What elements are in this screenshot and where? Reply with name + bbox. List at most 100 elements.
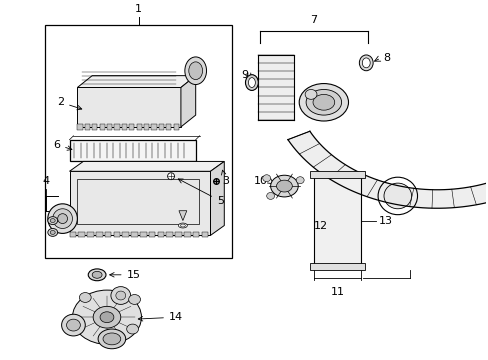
Text: 12: 12 (313, 221, 327, 230)
Ellipse shape (103, 333, 121, 345)
Bar (175, 233, 182, 237)
Text: 8: 8 (382, 53, 389, 63)
Bar (113, 233, 120, 237)
Text: 10: 10 (253, 176, 267, 186)
Bar (104, 233, 111, 237)
Ellipse shape (359, 55, 372, 71)
Polygon shape (69, 171, 210, 235)
Bar (87, 233, 94, 237)
Bar (136, 124, 142, 130)
Ellipse shape (48, 204, 77, 233)
Ellipse shape (61, 314, 85, 336)
Ellipse shape (92, 271, 102, 278)
Polygon shape (77, 87, 181, 127)
Ellipse shape (93, 306, 121, 328)
Ellipse shape (100, 312, 114, 323)
Bar (114, 124, 119, 130)
Bar (100, 124, 104, 130)
Polygon shape (181, 76, 195, 127)
Bar (143, 124, 149, 130)
Text: 11: 11 (330, 287, 344, 297)
Ellipse shape (58, 214, 67, 224)
Bar (107, 124, 112, 130)
Ellipse shape (276, 180, 292, 192)
Ellipse shape (111, 287, 130, 305)
Bar (129, 124, 134, 130)
Text: 3: 3 (221, 170, 228, 186)
Bar (166, 233, 173, 237)
Ellipse shape (180, 224, 185, 227)
Ellipse shape (266, 193, 274, 199)
Ellipse shape (48, 217, 58, 225)
Ellipse shape (296, 177, 304, 184)
Ellipse shape (50, 230, 55, 234)
Bar (69, 233, 76, 237)
Ellipse shape (66, 319, 80, 331)
Polygon shape (77, 76, 195, 87)
Bar (309, 263, 365, 270)
Bar (159, 124, 163, 130)
Ellipse shape (184, 57, 206, 85)
Ellipse shape (312, 94, 334, 110)
Ellipse shape (126, 324, 138, 334)
Ellipse shape (305, 90, 316, 99)
Bar (131, 233, 138, 237)
Ellipse shape (48, 229, 58, 237)
Text: 7: 7 (310, 15, 317, 25)
Polygon shape (210, 161, 224, 235)
Text: 15: 15 (109, 270, 140, 280)
Bar (45, 25, 232, 258)
Ellipse shape (50, 219, 55, 222)
Bar (77, 124, 82, 130)
Ellipse shape (262, 175, 270, 182)
Ellipse shape (188, 62, 202, 80)
Text: 2: 2 (57, 97, 81, 110)
Ellipse shape (383, 183, 411, 209)
Text: 13: 13 (378, 216, 392, 226)
Bar (77, 179, 198, 224)
Bar (96, 233, 102, 237)
Text: 4: 4 (42, 176, 49, 186)
Bar (201, 233, 208, 237)
Ellipse shape (362, 58, 369, 68)
Polygon shape (179, 211, 186, 221)
Text: 1: 1 (135, 4, 142, 14)
Bar (157, 233, 164, 237)
Bar (78, 233, 85, 237)
Bar (183, 233, 190, 237)
Polygon shape (69, 161, 224, 171)
Ellipse shape (88, 269, 106, 281)
Bar (92, 124, 97, 130)
Ellipse shape (245, 75, 258, 90)
Ellipse shape (178, 223, 187, 228)
Ellipse shape (299, 84, 348, 121)
Bar (166, 124, 171, 130)
Polygon shape (287, 82, 488, 208)
Bar (148, 233, 155, 237)
Ellipse shape (248, 78, 255, 87)
Bar (151, 124, 156, 130)
Bar (313, 176, 361, 265)
Text: 5: 5 (178, 179, 224, 206)
Text: 9: 9 (240, 70, 247, 80)
Ellipse shape (79, 293, 91, 302)
Ellipse shape (116, 291, 125, 300)
Ellipse shape (72, 290, 141, 344)
Bar (192, 233, 199, 237)
Bar (122, 233, 129, 237)
Ellipse shape (167, 173, 174, 180)
Ellipse shape (305, 90, 341, 115)
Ellipse shape (98, 329, 125, 349)
Bar (69, 140, 195, 161)
Ellipse shape (270, 175, 298, 197)
Ellipse shape (53, 209, 72, 229)
Bar (173, 124, 178, 130)
Bar (309, 171, 365, 178)
Text: 6: 6 (53, 140, 72, 150)
Ellipse shape (128, 294, 140, 305)
Text: 14: 14 (138, 312, 183, 322)
Bar (84, 124, 90, 130)
Bar (140, 233, 146, 237)
Bar (257, 55, 294, 120)
Bar (122, 124, 127, 130)
